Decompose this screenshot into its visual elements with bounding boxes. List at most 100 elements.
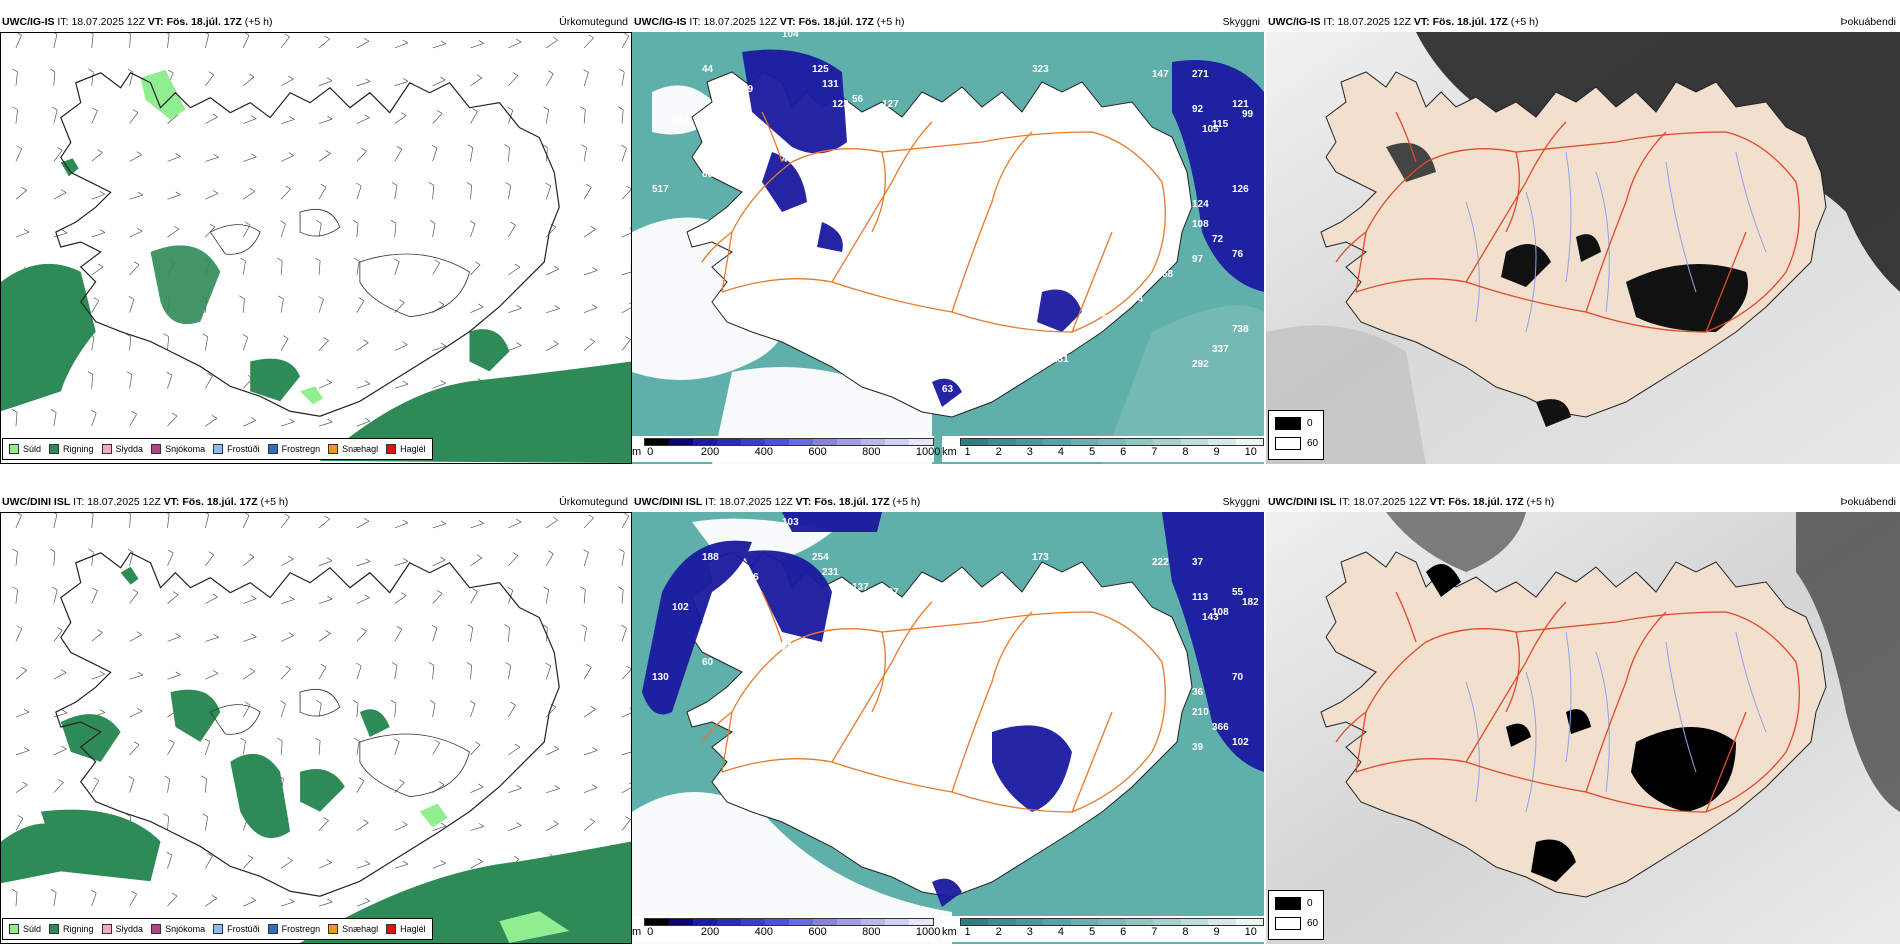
visibility-value-label: 80 xyxy=(702,169,714,180)
wind-barb-flag xyxy=(54,513,58,515)
wind-barb-flag xyxy=(542,624,548,628)
wind-barb xyxy=(205,156,219,162)
vis-km-ticks: 1 2 3 4 5 6 7 8 9 10 xyxy=(942,446,1264,460)
wind-barb xyxy=(432,148,438,162)
colorbar-tick: 0 xyxy=(647,446,654,458)
road-path xyxy=(1071,231,1113,333)
it-label: IT: xyxy=(1323,16,1335,28)
wind-barb-flag xyxy=(171,412,178,417)
wind-barb xyxy=(129,634,143,642)
wind-barb-flag xyxy=(285,665,291,670)
wind-barb-flag xyxy=(213,633,219,638)
product-name: Þokuábendi xyxy=(1840,16,1896,28)
wind-barb-flag xyxy=(552,516,558,521)
road-path xyxy=(831,121,933,283)
wind-barb-flag xyxy=(132,589,139,593)
wind-barb xyxy=(432,43,447,49)
wind-barb xyxy=(280,260,283,275)
wind-barb xyxy=(584,787,598,794)
wind-barb xyxy=(432,703,436,718)
wind-barb xyxy=(621,551,625,566)
wind-barb-flag xyxy=(515,38,522,43)
wind-barb-flag xyxy=(545,662,551,667)
coastline-path xyxy=(55,552,560,897)
river-path xyxy=(1665,161,1697,293)
panel-header: UWC/IG-IS IT: 18.07.2025 12Z VT: Fös. 18… xyxy=(1266,12,1900,32)
wind-barb-flag xyxy=(364,417,371,422)
fog-map-svg xyxy=(1266,32,1900,464)
wind-barb-flag xyxy=(97,149,103,153)
wind-barb-flag xyxy=(93,297,99,301)
wind-barb xyxy=(583,708,596,718)
visibility-value-label: 60 xyxy=(702,657,714,668)
wind-barb-flag xyxy=(354,257,360,262)
river-path xyxy=(1565,631,1572,763)
visibility-value-label: 39 xyxy=(742,84,754,95)
legend-item-1: Rigning xyxy=(49,924,94,934)
wind-barb-flag xyxy=(356,182,362,187)
visibility-value-label: 102 xyxy=(672,602,689,613)
visibility-value-label: 127 xyxy=(882,99,899,110)
wind-barb xyxy=(318,518,330,529)
wind-barb xyxy=(394,223,397,238)
road-path xyxy=(1585,131,1667,313)
wind-barb-flag xyxy=(283,335,289,339)
wind-barb-flag xyxy=(245,221,251,226)
wind-barb-flag xyxy=(99,190,105,195)
river-path xyxy=(1525,671,1537,813)
road-path xyxy=(721,611,1166,813)
wind-barb-flag xyxy=(542,144,548,148)
wind-barb xyxy=(129,154,143,162)
wind-barb-flag xyxy=(402,78,409,82)
wind-barb xyxy=(53,34,58,49)
road-path xyxy=(701,711,733,743)
wind-barb xyxy=(205,636,219,642)
wind-barb-flag xyxy=(364,860,371,865)
visibility-value-label: 107 xyxy=(882,587,899,598)
visibility-value-label: 56 xyxy=(852,94,864,105)
wind-barb-flag xyxy=(626,665,631,670)
visibility-value-label: 222 xyxy=(1152,557,1169,568)
wind-barb xyxy=(432,863,446,869)
wind-barb-flag xyxy=(625,336,631,340)
visibility-m-colorbar: m 0 200 400 600 800 1000 xyxy=(632,436,940,462)
wind-barb-flag xyxy=(402,341,408,346)
colorbar-tick: 2 xyxy=(995,926,1002,938)
wind-barb xyxy=(394,560,409,567)
visibility-value-label: 292 xyxy=(1192,359,1209,370)
legend-label: Frostregn xyxy=(281,444,321,454)
visibility-value-label: 271 xyxy=(1192,69,1209,80)
road-path xyxy=(1071,711,1113,813)
wind-barb-flag xyxy=(91,889,97,894)
wind-barb xyxy=(621,307,631,314)
wind-barb-flag xyxy=(327,595,333,600)
colorbar-tick: 7 xyxy=(1151,446,1158,458)
wind-barb xyxy=(356,185,362,200)
wind-barb xyxy=(53,672,67,680)
wind-barb-flag xyxy=(326,77,333,82)
visibility-value-label: 89 xyxy=(1132,269,1144,280)
wind-barb-flag xyxy=(249,188,255,192)
wind-barb-flag xyxy=(586,663,592,668)
legend-swatch xyxy=(213,444,224,454)
road-path xyxy=(951,131,1033,313)
visibility-value-label: 137 xyxy=(852,582,869,593)
fog-legend-swatch xyxy=(1275,917,1301,930)
wind-barb-flag xyxy=(364,380,371,385)
wind-barb-flag xyxy=(205,513,209,515)
wind-barb-flag xyxy=(363,339,369,343)
wind-barb xyxy=(318,299,324,313)
wind-barb-flag xyxy=(127,548,134,553)
wind-barb-flag xyxy=(399,779,405,783)
legend-item-3: Snjókoma xyxy=(151,444,205,454)
wind-barb-flag xyxy=(390,699,397,704)
visibility-value-label: 738 xyxy=(1232,324,1249,335)
wind-barb xyxy=(242,261,246,275)
wind-barb xyxy=(129,34,131,48)
wind-barb xyxy=(91,232,106,238)
wind-barb xyxy=(318,703,322,718)
fog-legend-label: 0 xyxy=(1307,418,1313,429)
wind-barb-flag xyxy=(173,225,180,230)
wind-barb-flag xyxy=(316,700,322,704)
wind-barb xyxy=(91,300,99,313)
